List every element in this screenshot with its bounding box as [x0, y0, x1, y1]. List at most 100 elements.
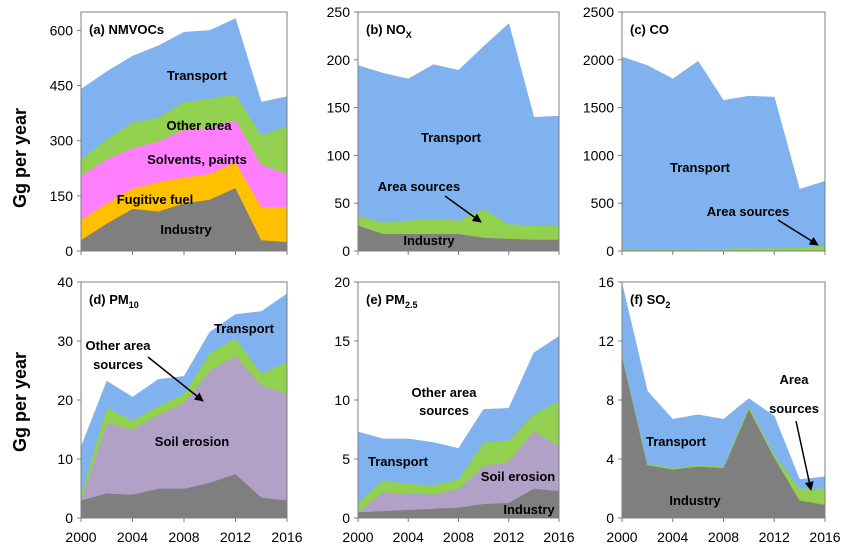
y-tick-label: 5 — [342, 451, 350, 467]
x-tick-label: 2012 — [493, 529, 524, 545]
annotation-label: Soil erosion — [481, 469, 555, 484]
x-tick-label: 2008 — [168, 529, 199, 545]
y-tick-label: 4 — [606, 451, 614, 467]
annotation-label: Industry — [669, 493, 721, 508]
area-transport — [621, 56, 826, 250]
annotation-label: Solvents, paints — [147, 152, 247, 167]
x-tick-label: 2016 — [809, 529, 840, 545]
x-tick-label: 2000 — [65, 529, 96, 545]
annotation-label: sources — [93, 357, 143, 372]
annotation-label: Other area — [85, 338, 151, 353]
x-tick-label: 2004 — [657, 529, 688, 545]
y-tick-label: 20 — [57, 392, 73, 408]
annotation-label: Transport — [368, 454, 429, 469]
y-tick-label: 12 — [598, 333, 614, 349]
y-tick-label: 150 — [50, 188, 74, 204]
panel-title-subscript: 2 — [665, 300, 670, 310]
y-tick-label: 10 — [57, 451, 73, 467]
y-tick-label: 0 — [65, 510, 73, 526]
y-tick-label: 300 — [50, 133, 74, 149]
y-tick-label: 450 — [50, 78, 74, 94]
y-tick-label: 8 — [606, 392, 614, 408]
annotation-label: Transport — [670, 160, 731, 175]
annotation-label: Other area — [166, 118, 232, 133]
y-axis-label-bottom: Gg per year — [10, 352, 30, 452]
panel-title-main: (c) CO — [630, 22, 669, 37]
y-tick-label: 50 — [334, 195, 350, 211]
x-tick-label: 2016 — [543, 529, 574, 545]
y-tick-label: 30 — [57, 333, 73, 349]
annotation-arrow — [795, 420, 814, 491]
y-tick-label: 2500 — [583, 4, 614, 20]
panel-title-main: (d) PM — [89, 292, 129, 307]
y-tick-label: 100 — [327, 147, 351, 163]
x-tick-label: 2000 — [606, 529, 637, 545]
annotation-label: Area — [780, 372, 810, 387]
annotation-label: Transport — [214, 321, 275, 336]
panel-title: (e) PM2.5 — [366, 292, 418, 310]
panel-title-subscript: X — [406, 30, 412, 40]
annotation-label: Fugitive fuel — [117, 192, 194, 207]
y-tick-label: 0 — [606, 243, 614, 259]
panel-title-main: (e) PM — [366, 292, 405, 307]
y-tick-label: 600 — [50, 22, 74, 38]
panel-title: (b) NOX — [366, 22, 412, 40]
annotation-label: Soil erosion — [155, 434, 229, 449]
x-tick-label: 2008 — [708, 529, 739, 545]
annotation-label: Industry — [403, 233, 455, 248]
annotation-label: Industry — [503, 502, 555, 517]
panel-6: 0 4 8 12 16 2000 2004 2008 2012 2016 (f) SO2 Transp… — [598, 274, 840, 545]
panel-title: (c) CO — [630, 22, 669, 37]
x-tick-label: 2012 — [220, 529, 251, 545]
panel-title-main: (b) NO — [366, 22, 406, 37]
annotation-label: Industry — [160, 222, 212, 237]
annotation-label: Transport — [167, 68, 228, 83]
y-tick-label: 2000 — [583, 52, 614, 68]
annotation-arrow — [147, 356, 204, 402]
panel-title: (f) SO2 — [630, 292, 670, 310]
panel-3: 0 500 1000 1500 2000 2500 (c) CO Transport Area … — [583, 4, 826, 259]
x-tick-label: 2004 — [117, 529, 148, 545]
annotation-arrow — [777, 219, 819, 246]
panel-title-subscript: 10 — [129, 300, 139, 310]
x-tick-label: 2016 — [271, 529, 302, 545]
y-axis-label-top: Gg per year — [10, 108, 30, 208]
y-tick-label: 150 — [327, 100, 351, 116]
panel-2: 0 50 100 150 200 250 (b) NOX Transport Area sour… — [327, 4, 560, 259]
x-tick-label: 2012 — [759, 529, 790, 545]
y-tick-label: 0 — [342, 243, 350, 259]
panel-title-main: (f) SO — [630, 292, 665, 307]
annotation-label: sources — [419, 403, 469, 418]
annotation-label: Area sources — [378, 179, 460, 194]
x-tick-label: 2008 — [443, 529, 474, 545]
annotation-label: sources — [769, 401, 819, 416]
y-tick-label: 200 — [327, 52, 351, 68]
y-tick-label: 0 — [342, 510, 350, 526]
annotation-arrow — [444, 195, 482, 223]
panel-title-subscript: 2.5 — [405, 300, 418, 310]
panel-title: (d) PM10 — [89, 292, 139, 310]
y-tick-label: 16 — [598, 274, 614, 290]
panel-title-main: (a) NMVOCs — [89, 22, 164, 37]
annotation-label: Transport — [421, 130, 482, 145]
panel-1: 0 150 300 450 600 (a) NMVOCs Transport Other ar… — [50, 11, 288, 259]
y-tick-label: 10 — [334, 392, 350, 408]
y-tick-label: 0 — [65, 243, 73, 259]
annotation-label: Other area — [411, 385, 477, 400]
x-tick-label: 2000 — [342, 529, 373, 545]
annotation-label: Transport — [646, 434, 707, 449]
panel-5: 0 5 10 15 20 2000 2004 2008 2012 2016 (e) PM2.5 Tra… — [334, 274, 574, 545]
y-tick-label: 500 — [591, 195, 615, 211]
y-tick-label: 15 — [334, 333, 350, 349]
x-tick-label: 2004 — [393, 529, 424, 545]
y-tick-label: 20 — [334, 274, 350, 290]
y-tick-label: 1500 — [583, 100, 614, 116]
panel-title: (a) NMVOCs — [89, 22, 164, 37]
y-tick-label: 40 — [57, 274, 73, 290]
y-tick-label: 1000 — [583, 147, 614, 163]
area-transport — [357, 23, 560, 227]
annotation-label: Area sources — [707, 204, 789, 219]
